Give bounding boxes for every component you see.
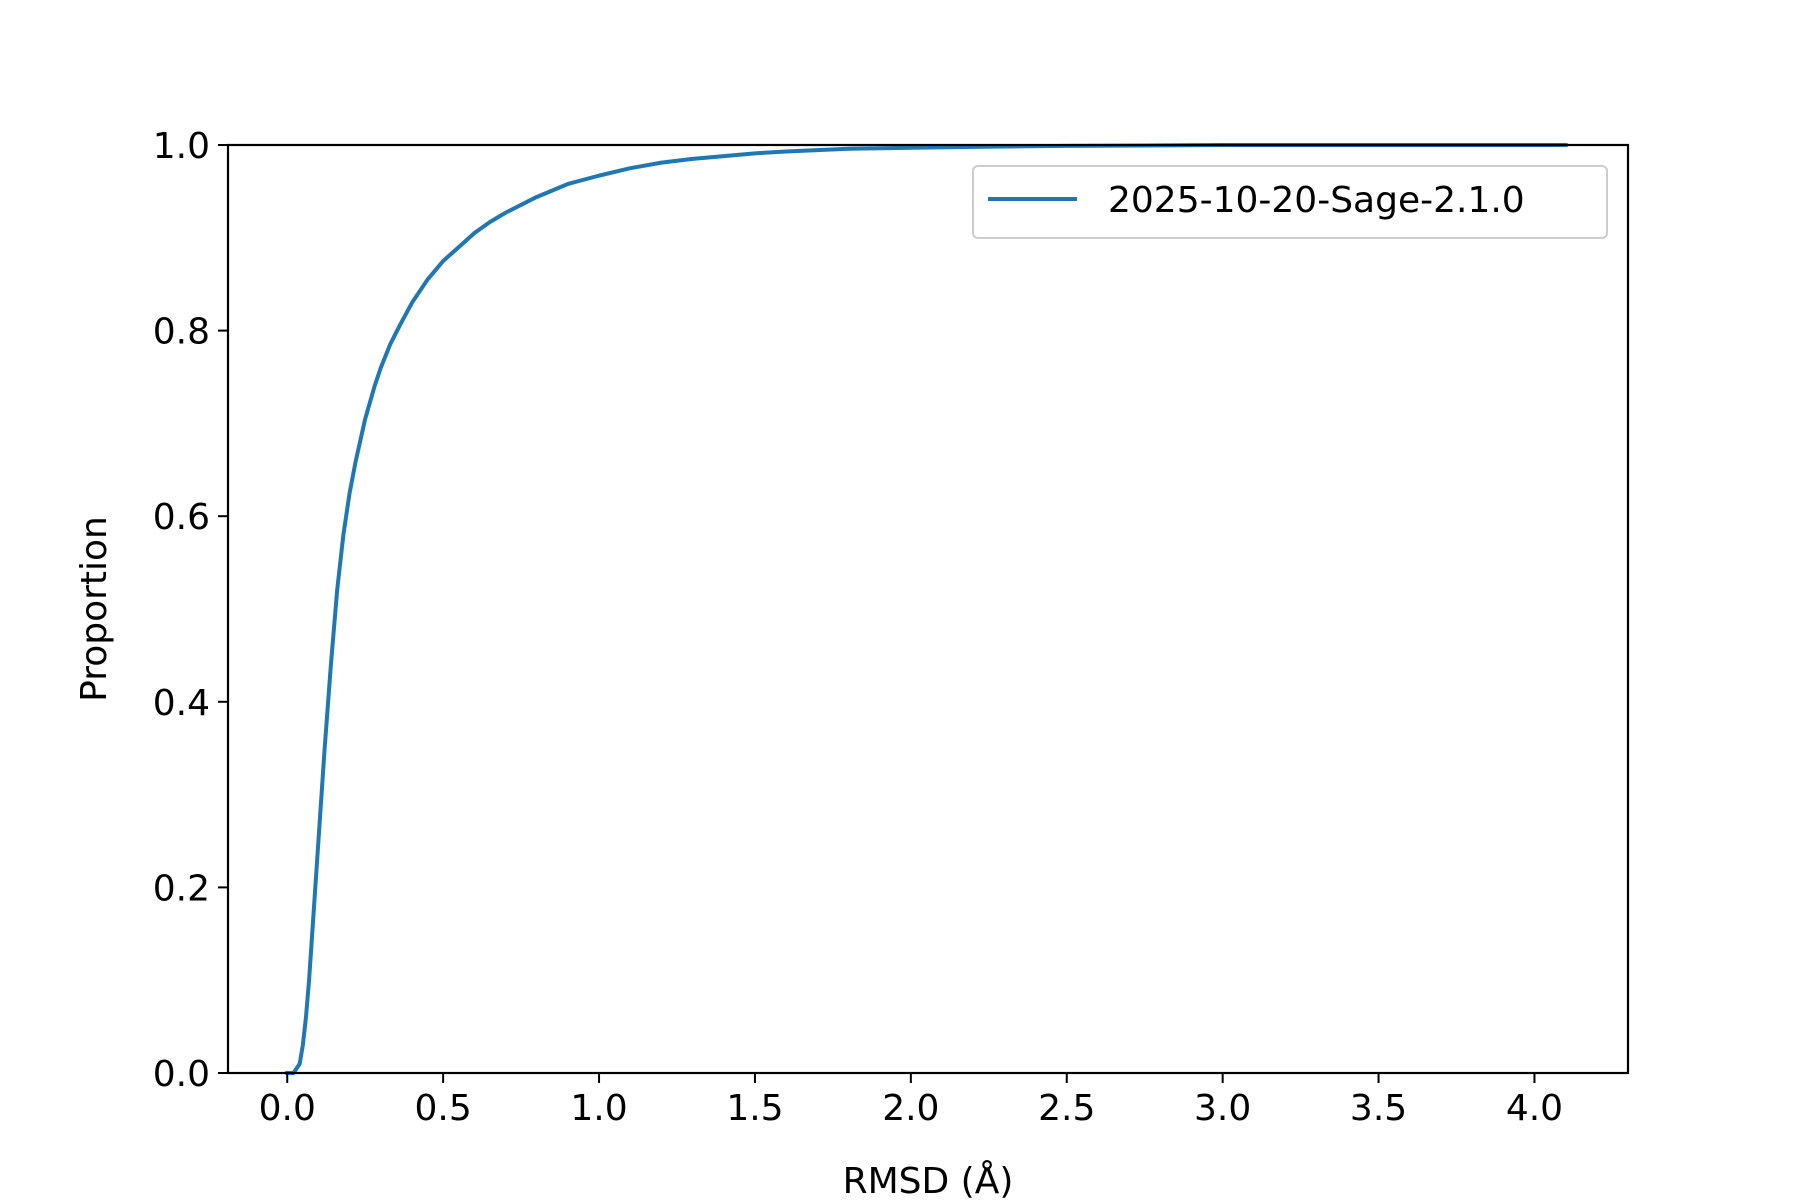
x-tick-label: 0.5 bbox=[415, 1088, 472, 1129]
y-tick-label: 1.0 bbox=[153, 126, 210, 167]
y-tick-label: 0.6 bbox=[153, 497, 210, 538]
series-line-0 bbox=[285, 143, 1568, 1075]
y-tick-label: 0.8 bbox=[153, 312, 210, 353]
y-tick-label: 0.0 bbox=[153, 1054, 210, 1095]
x-tick-label: 1.0 bbox=[570, 1088, 627, 1129]
legend-label: 2025-10-20-Sage-2.1.0 bbox=[1108, 180, 1525, 221]
legend: 2025-10-20-Sage-2.1.0 bbox=[972, 165, 1608, 239]
x-tick-label: 2.0 bbox=[882, 1088, 939, 1129]
axes-frame bbox=[226, 143, 1630, 1075]
x-axis-label: RMSD (Å) bbox=[843, 1159, 1014, 1200]
x-tick-label: 3.0 bbox=[1194, 1088, 1251, 1129]
x-tick-label: 2.5 bbox=[1038, 1088, 1095, 1129]
y-tick-label: 0.4 bbox=[153, 683, 210, 724]
x-tick-label: 3.5 bbox=[1350, 1088, 1407, 1129]
y-axis-ticks: 0.0 0.2 0.4 0.6 0.8 1.0 bbox=[153, 126, 228, 1095]
y-tick-label: 0.2 bbox=[153, 868, 210, 909]
x-tick-label: 4.0 bbox=[1506, 1088, 1563, 1129]
legend-box bbox=[972, 165, 1608, 239]
x-axis-ticks: 0.0 0.5 1.0 1.5 2.0 2.5 3.0 3.5 4.0 bbox=[259, 1073, 1563, 1129]
x-tick-label: 1.5 bbox=[726, 1088, 783, 1129]
x-tick-label: 0.0 bbox=[259, 1088, 316, 1129]
plot-area bbox=[285, 143, 1568, 1075]
y-axis-label: Proportion bbox=[74, 516, 115, 702]
